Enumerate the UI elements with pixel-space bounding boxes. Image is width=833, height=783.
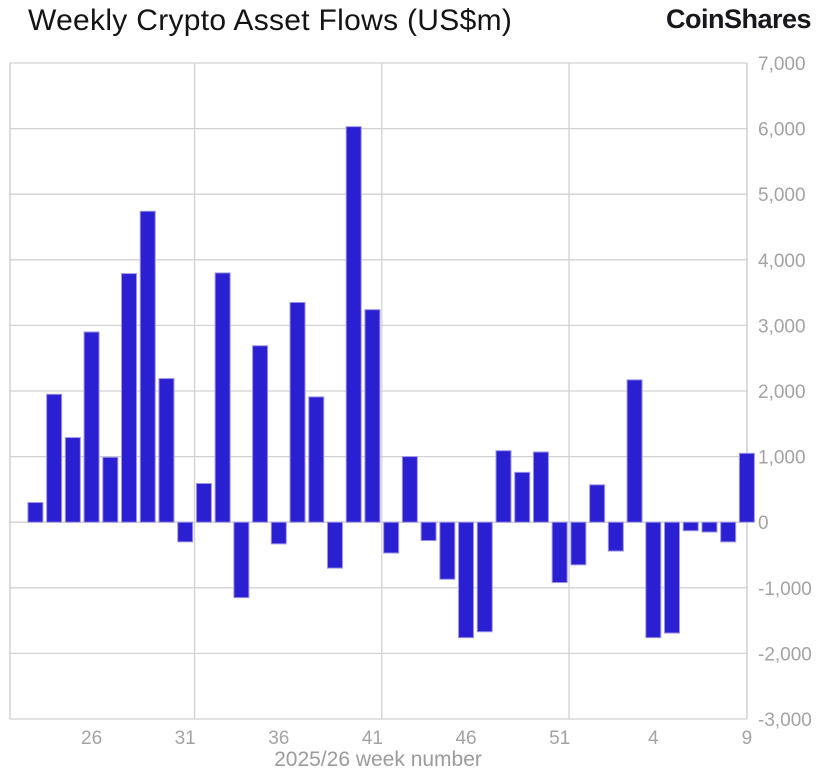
bar-week-28[interactable] — [121, 273, 138, 523]
y-tick-label: 1,000 — [758, 448, 806, 469]
bar-week-38[interactable] — [308, 396, 325, 523]
x-tick-label: 31 — [175, 728, 196, 749]
bar-week-39[interactable] — [326, 521, 343, 569]
bar-week-36[interactable] — [270, 521, 287, 545]
bar-week-43[interactable] — [401, 456, 418, 523]
y-tick-label: 6,000 — [758, 120, 806, 141]
y-tick-label: 3,000 — [758, 316, 806, 337]
bar-week-9[interactable] — [738, 452, 755, 523]
y-tick-label: 4,000 — [758, 251, 806, 272]
bar-week-6[interactable] — [682, 521, 699, 532]
coinshares-logo: CoinShares — [665, 4, 812, 34]
bar-week-40[interactable] — [345, 126, 362, 523]
y-tick-label: -1,000 — [758, 579, 812, 600]
y-tick-label: -2,000 — [758, 644, 812, 665]
x-axis-title: 2025/26 week number — [274, 748, 482, 771]
y-tick-label: 2,000 — [758, 382, 806, 403]
bar-week-2[interactable] — [607, 521, 624, 552]
x-tick-label: 26 — [81, 728, 102, 749]
bar-week-47[interactable] — [476, 521, 493, 633]
bar-week-35[interactable] — [252, 345, 269, 523]
bar-week-51[interactable] — [551, 521, 568, 584]
bar-week-25[interactable] — [64, 437, 81, 523]
bar-week-1[interactable] — [589, 484, 606, 523]
bar-week-45[interactable] — [439, 521, 456, 580]
x-tick-label: 4 — [648, 728, 659, 749]
x-tick-label: 36 — [268, 728, 289, 749]
bar-week-44[interactable] — [420, 521, 437, 542]
bar-week-52[interactable] — [570, 521, 587, 566]
bar-week-46[interactable] — [458, 521, 475, 639]
x-tick-label: 41 — [362, 728, 383, 749]
bar-week-26[interactable] — [83, 331, 100, 523]
bar-week-7[interactable] — [701, 521, 718, 533]
y-tick-label: 0 — [758, 513, 769, 534]
bar-week-5[interactable] — [664, 521, 681, 634]
bar-week-42[interactable] — [383, 521, 400, 554]
y-tick-label: 5,000 — [758, 185, 806, 206]
page-title: Weekly Crypto Asset Flows (US$m) — [28, 4, 513, 37]
bar-week-29[interactable] — [139, 210, 156, 523]
bar-week-48[interactable] — [495, 450, 512, 523]
bar-week-37[interactable] — [289, 301, 306, 523]
x-tick-label: 46 — [455, 728, 476, 749]
bar-week-24[interactable] — [46, 393, 63, 523]
x-tick-label: 51 — [549, 728, 570, 749]
y-tick-label: -3,000 — [758, 710, 812, 731]
y-tick-label: 7,000 — [758, 54, 806, 75]
bar-week-33[interactable] — [214, 272, 231, 523]
bar-week-49[interactable] — [514, 471, 531, 523]
bar-week-31[interactable] — [177, 521, 194, 543]
bar-week-50[interactable] — [532, 451, 549, 523]
bar-week-8[interactable] — [720, 521, 737, 543]
bar-week-34[interactable] — [233, 521, 250, 599]
bar-week-27[interactable] — [102, 456, 119, 523]
bar-week-23[interactable] — [27, 502, 44, 523]
x-tick-label: 9 — [742, 728, 753, 749]
bar-week-3[interactable] — [626, 379, 643, 523]
bar-week-4[interactable] — [645, 521, 662, 639]
bar-week-32[interactable] — [195, 482, 212, 523]
bar-week-41[interactable] — [364, 309, 381, 523]
bar-week-30[interactable] — [158, 378, 175, 523]
